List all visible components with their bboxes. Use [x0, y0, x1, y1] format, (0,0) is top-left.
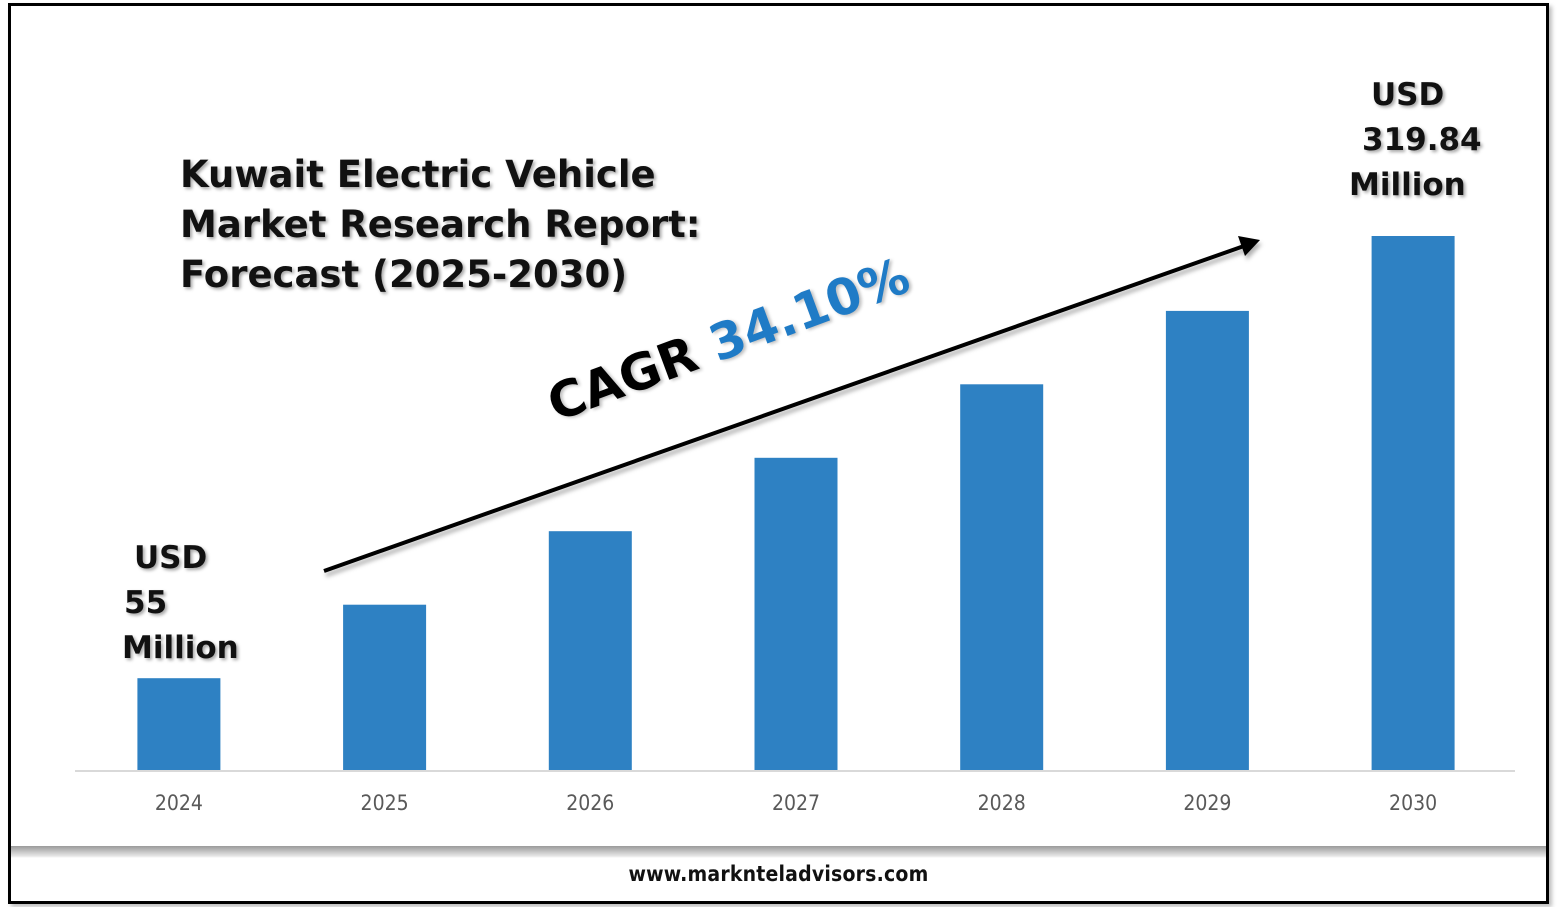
end-value-unit: Million [1349, 167, 1466, 203]
footer-website: www.marknteladvisors.com [628, 862, 929, 886]
bar-2024 [137, 678, 221, 770]
bar-2028 [960, 384, 1044, 770]
title-line-2: Market Research Report: [180, 203, 701, 246]
x-tick-label-2030: 2030 [1389, 791, 1437, 815]
trend-arrow-line [323, 244, 1245, 573]
bar-2025 [343, 604, 427, 770]
bar-2029 [1165, 310, 1249, 770]
bar-2030 [1371, 236, 1455, 770]
x-tick-label-2025: 2025 [361, 791, 409, 815]
end-value-currency: USD [1371, 77, 1445, 113]
title-line-1: Kuwait Electric Vehicle [180, 153, 656, 196]
end-value-amount: 319.84 [1362, 122, 1482, 158]
start-value-currency: USD [134, 540, 208, 576]
x-tick-label-2024: 2024 [155, 791, 203, 815]
footer-separator [11, 846, 1546, 858]
start-value-unit: Million [122, 630, 239, 666]
x-tick-label-2026: 2026 [566, 791, 614, 815]
start-value-amount: 55 [124, 585, 168, 621]
bar-2027 [754, 457, 838, 770]
title-line-3: Forecast (2025-2030) [180, 253, 628, 296]
chart-title: Kuwait Electric Vehicle Market Research … [180, 150, 701, 300]
x-tick-label-2029: 2029 [1183, 791, 1231, 815]
x-tick-label-2027: 2027 [772, 791, 820, 815]
trend-arrow [323, 236, 1260, 573]
x-tick-label-2028: 2028 [978, 791, 1026, 815]
bar-2026 [548, 531, 632, 770]
arrow-head-icon [1238, 236, 1260, 256]
